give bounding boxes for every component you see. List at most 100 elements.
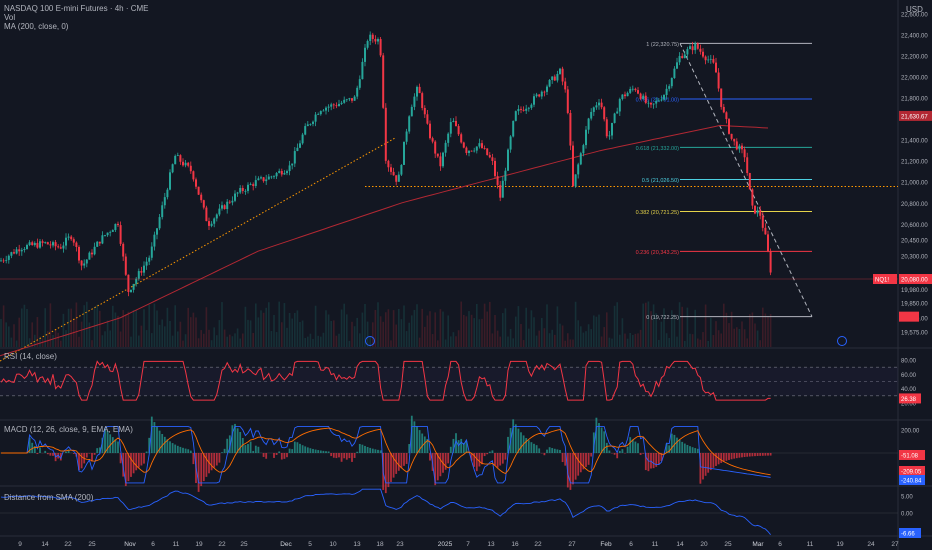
- candle-body: [546, 86, 548, 92]
- macd-hist-bar: [759, 453, 762, 456]
- candle-body: [296, 147, 299, 152]
- candle-body: [348, 98, 351, 100]
- volume-bar: [112, 305, 114, 347]
- ma-value-badge: [899, 110, 932, 121]
- candle-body: [98, 241, 101, 244]
- last-price-text: 20,080.00: [901, 278, 928, 284]
- candle-body: [306, 124, 309, 127]
- candle-body: [67, 236, 70, 238]
- macd-hist-bar: [462, 443, 465, 453]
- macd-hist-bar: [104, 428, 106, 453]
- volume-bar: [75, 302, 78, 347]
- volume-bar: [408, 322, 410, 347]
- candle-body: [592, 107, 595, 112]
- candle-body: [689, 46, 691, 50]
- candle-body: [140, 271, 143, 273]
- candle-body: [210, 223, 213, 226]
- candle-body: [483, 148, 486, 149]
- volume-bar: [203, 333, 205, 347]
- candle-body: [725, 112, 728, 120]
- macd-hist-bar: [403, 453, 405, 466]
- ma-label[interactable]: MA (200, close, 0): [4, 22, 69, 31]
- macd-hist-bar: [106, 431, 109, 453]
- candle-body: [265, 179, 268, 182]
- volume-bar: [62, 313, 65, 347]
- volume-bar: [156, 310, 158, 347]
- volume-bar: [229, 334, 231, 347]
- volume-bar: [28, 338, 31, 347]
- time-axis-label: 25: [240, 541, 248, 548]
- macd-hist-bar: [223, 448, 226, 453]
- time-axis-label: 18: [376, 541, 384, 548]
- macd-hist-bar: [577, 453, 580, 476]
- macd-hist-bar: [202, 453, 205, 482]
- volume-bar: [746, 338, 748, 347]
- volume-bar: [548, 333, 551, 347]
- price-tick-label: 19,980.00: [901, 288, 928, 294]
- volume-bar: [327, 314, 330, 347]
- macd-hist-bar: [166, 439, 169, 453]
- trend-line: [0, 137, 396, 362]
- volume-bar: [314, 305, 317, 347]
- macd-hist-bar: [483, 453, 486, 457]
- macd-hist-bar: [426, 438, 429, 453]
- volume-bar: [36, 317, 39, 347]
- macd-hist-bar: [507, 436, 509, 453]
- dist-sma-label[interactable]: Distance from SMA (200): [4, 493, 94, 502]
- candle-body: [621, 94, 624, 100]
- rsi-label[interactable]: RSI (14, close): [4, 352, 57, 361]
- candle-body: [202, 200, 205, 208]
- candle-body: [122, 243, 125, 257]
- volume-bar: [658, 339, 660, 347]
- macd-hist-bar: [150, 416, 153, 453]
- macd-signal-line: [1, 427, 771, 476]
- volume-bar: [546, 304, 548, 347]
- macd-hist-bar: [200, 453, 203, 487]
- candle-body: [431, 138, 434, 142]
- candle-body: [608, 135, 611, 137]
- candle-body: [195, 179, 197, 187]
- candle-body: [174, 155, 177, 165]
- vol-label[interactable]: Vol: [4, 13, 16, 22]
- candle-body: [288, 165, 291, 172]
- macd-hist-bar: [634, 441, 637, 453]
- candle-body: [221, 205, 223, 209]
- time-axis-label: 27: [568, 541, 576, 548]
- rsi-value-text: 26.38: [901, 397, 917, 403]
- macd-hist-bar: [252, 450, 255, 453]
- macd-hist-bar: [239, 431, 242, 453]
- candle-body: [691, 46, 694, 51]
- candle-body: [93, 246, 96, 255]
- candle-body: [650, 102, 652, 105]
- macd-hist-bar: [730, 453, 733, 460]
- candle-body: [525, 108, 528, 111]
- volume-bar: [463, 314, 465, 347]
- candle-body: [611, 122, 613, 136]
- candle-body: [452, 120, 455, 123]
- volume-bar: [60, 340, 62, 347]
- macd-hist-bar: [148, 437, 151, 453]
- macd-hist-bar: [582, 453, 585, 470]
- macd-hist-bar: [447, 453, 450, 464]
- volume-bar: [582, 332, 585, 347]
- volume-bar: [572, 339, 574, 347]
- candle-body: [338, 103, 340, 107]
- macd-hist-bar: [306, 447, 309, 453]
- symbol-title[interactable]: NASDAQ 100 E-mini Futures · 4h · CME: [4, 4, 149, 13]
- volume-bar: [717, 330, 720, 347]
- time-axis-label: 13: [353, 541, 361, 548]
- macd-label[interactable]: MACD (12, 26, close, 9, EMA, EMA): [4, 425, 133, 434]
- volume-bar: [668, 338, 670, 347]
- macd-hist-bar: [317, 450, 320, 453]
- candle-body: [533, 96, 535, 105]
- macd-value-badge: [899, 466, 925, 476]
- candle-body: [400, 164, 403, 175]
- volume-bar: [192, 312, 195, 347]
- volume-bar: [473, 318, 475, 347]
- macd-hist-bar: [665, 443, 668, 453]
- macd-hist-bar: [696, 448, 699, 453]
- candle-body: [696, 43, 699, 49]
- candle-body: [223, 205, 226, 210]
- candle-body: [488, 155, 491, 158]
